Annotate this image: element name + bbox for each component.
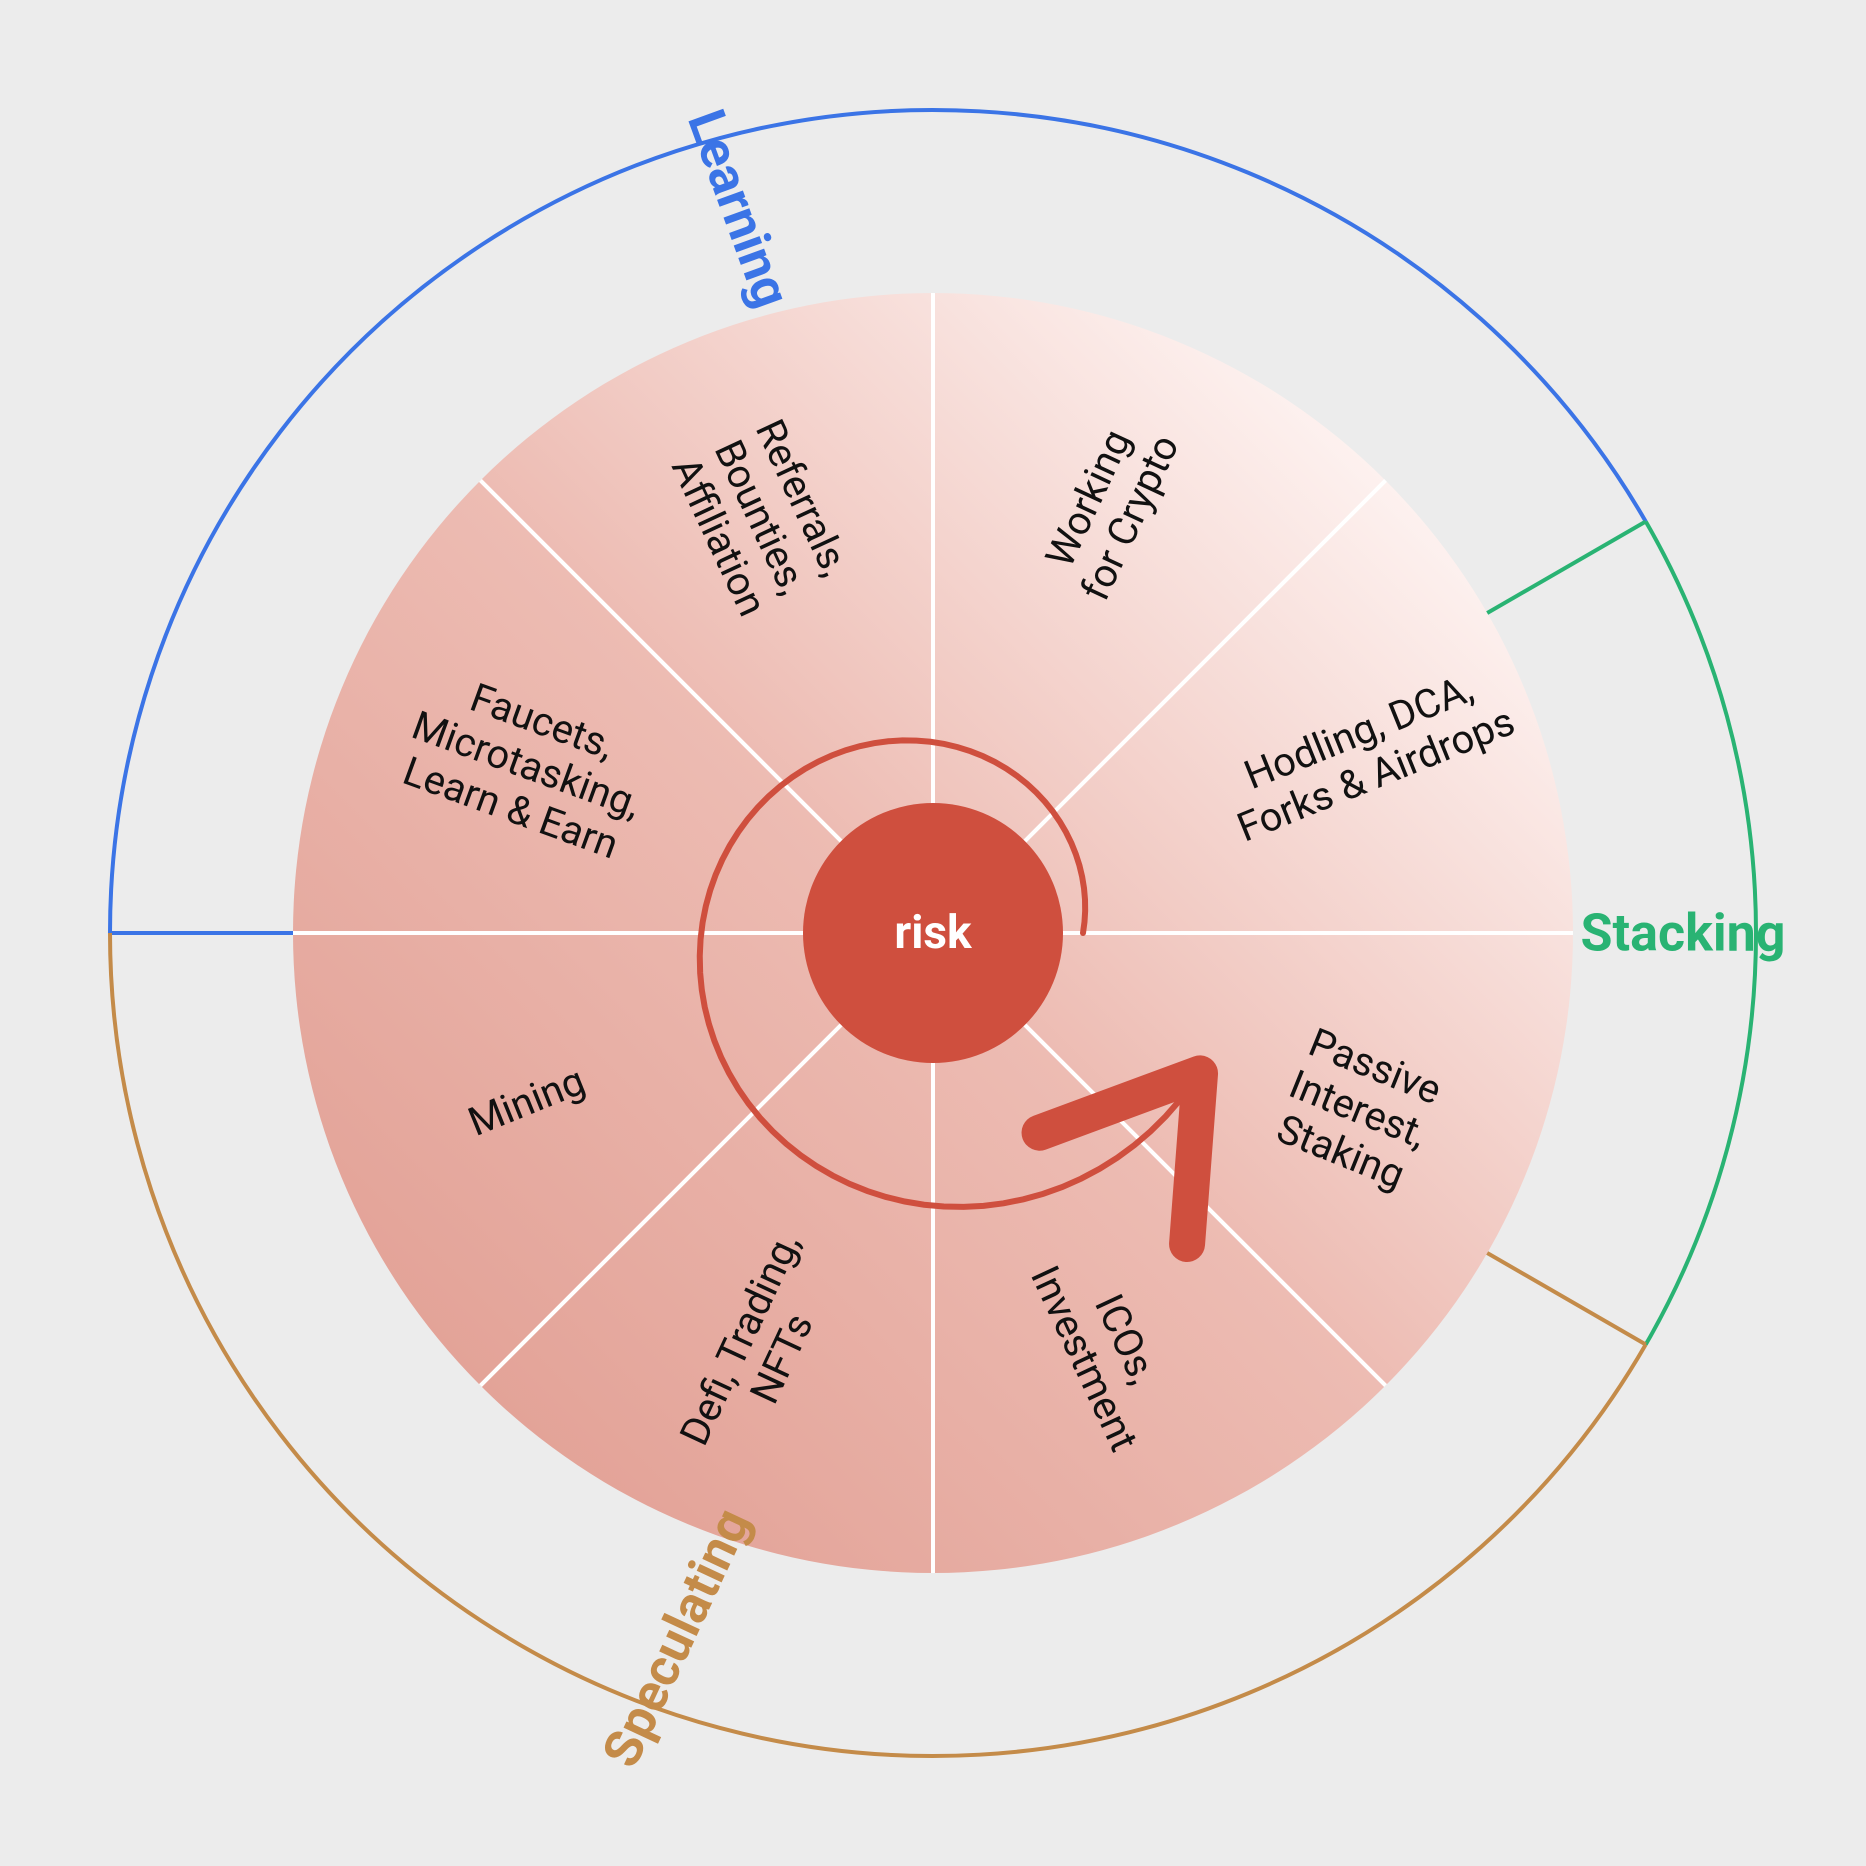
outer-label-stacking: Stacking bbox=[1581, 903, 1786, 964]
risk-hub-label: risk bbox=[894, 906, 973, 960]
risk-hub: risk bbox=[803, 803, 1063, 1063]
risk-wheel-diagram: risk LearningStackingSpeculating Faucets… bbox=[0, 0, 1866, 1866]
